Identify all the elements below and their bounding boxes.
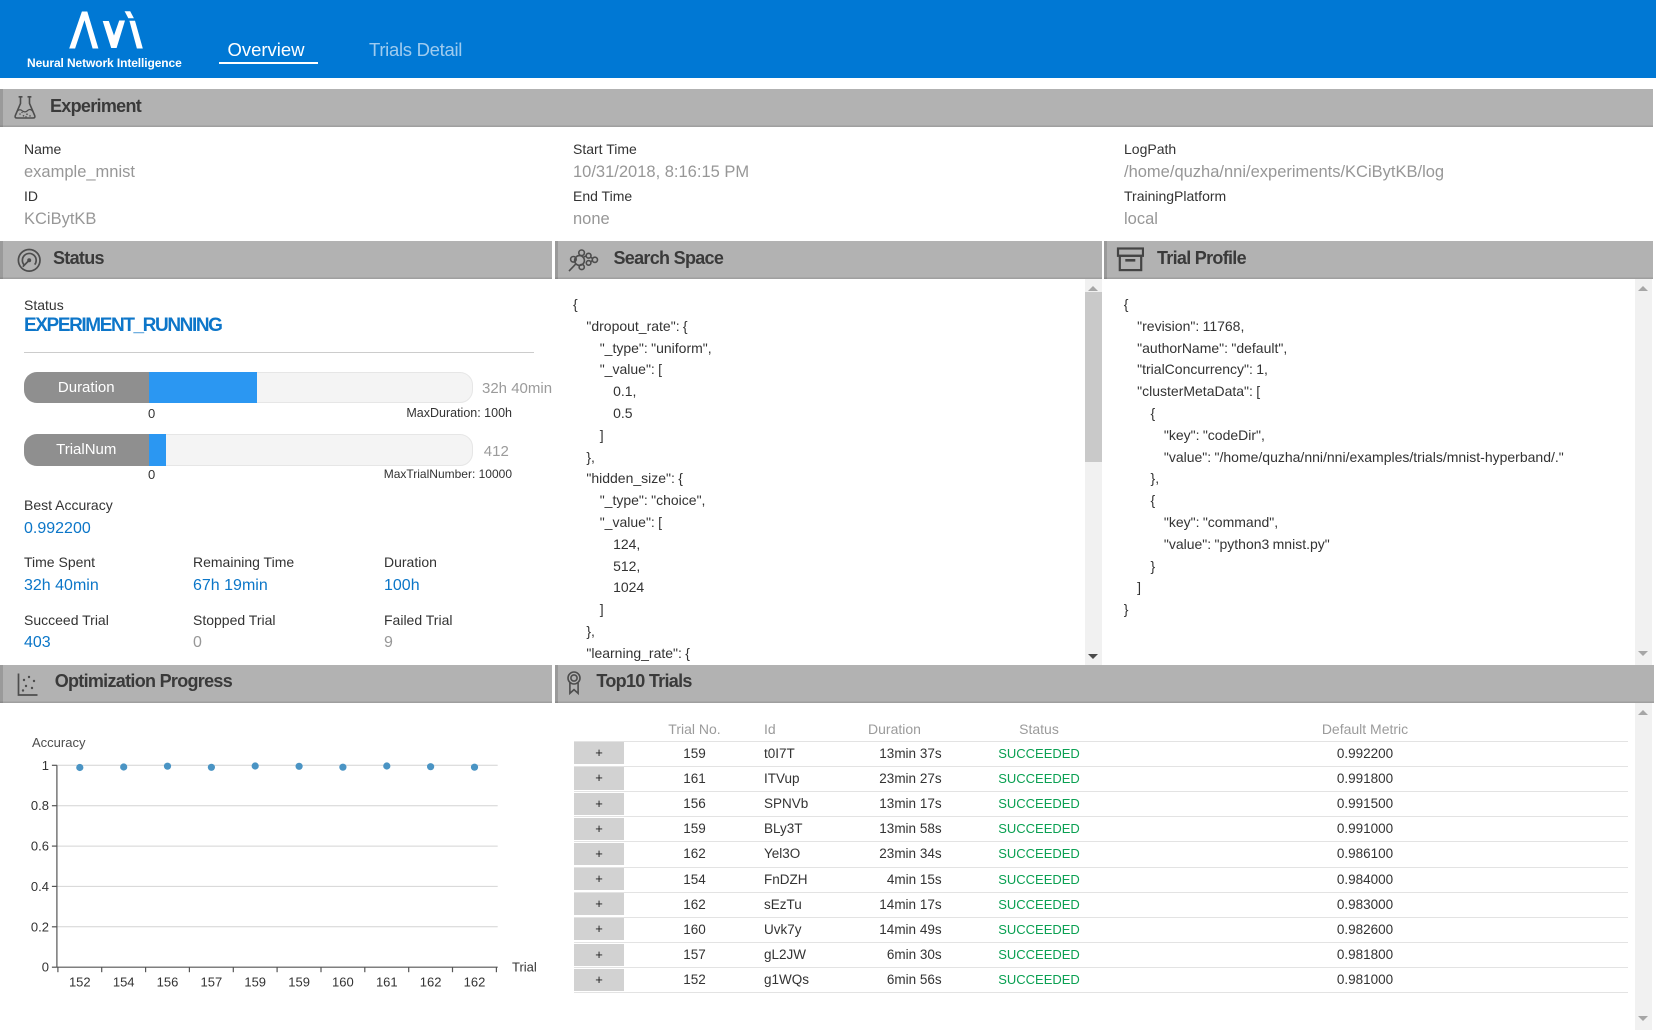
svg-text:161: 161 [376,975,398,990]
svg-text:156: 156 [157,975,179,990]
svg-text:1: 1 [42,758,49,773]
svg-text:157: 157 [201,975,223,990]
svg-text:0: 0 [42,960,49,975]
svg-text:159: 159 [244,975,266,990]
svg-text:0.8: 0.8 [31,798,49,813]
svg-text:154: 154 [113,975,135,990]
svg-text:0.2: 0.2 [31,919,49,934]
svg-text:159: 159 [288,975,310,990]
svg-text:160: 160 [332,975,354,990]
svg-text:Accuracy: Accuracy [32,735,86,750]
svg-text:152: 152 [69,975,91,990]
svg-text:Trial: Trial [512,960,537,975]
svg-text:0.6: 0.6 [31,839,49,854]
svg-text:162: 162 [464,975,486,990]
svg-text:0.4: 0.4 [31,879,49,894]
svg-text:162: 162 [420,975,442,990]
